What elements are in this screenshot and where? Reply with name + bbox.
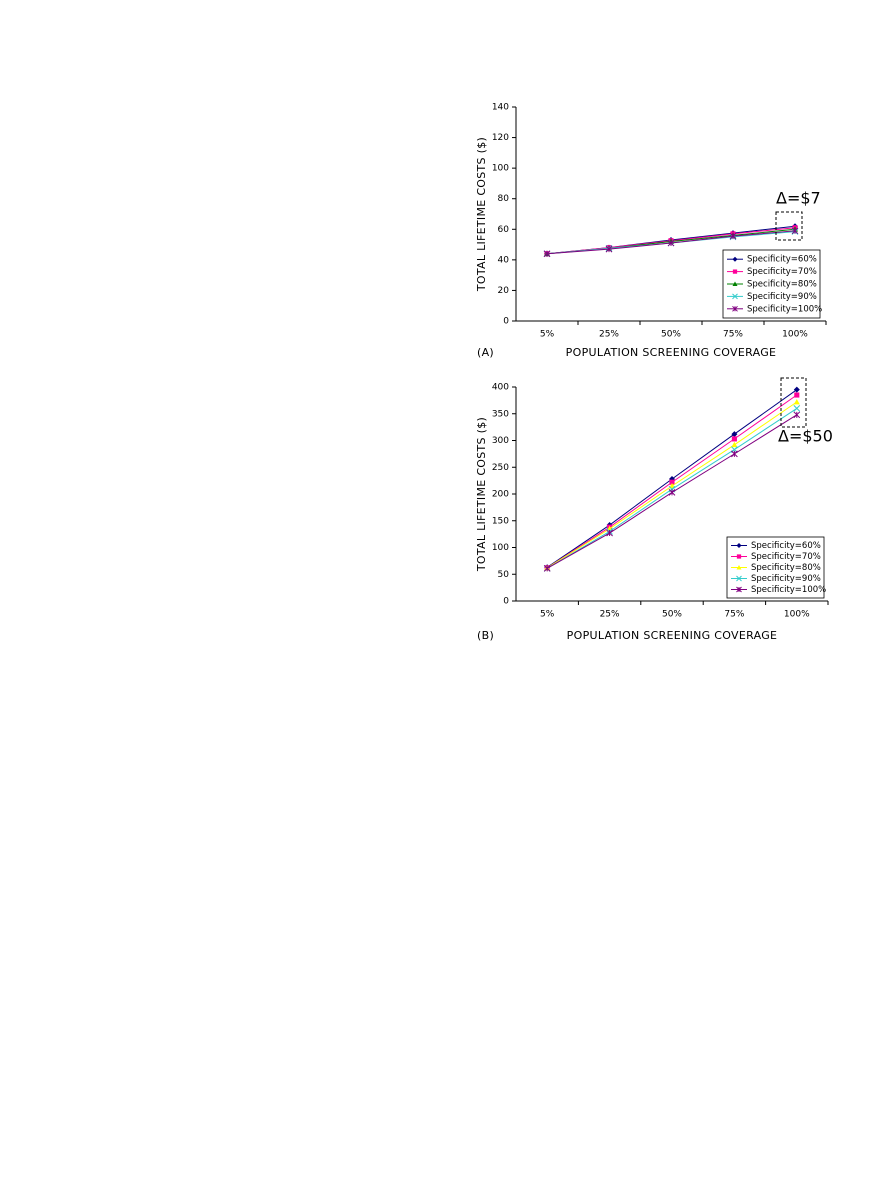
marker [736,554,742,559]
marker [731,450,738,458]
legend-label: Specificity=90% [751,574,821,584]
legend-label: Specificity=100% [747,304,822,314]
marker [731,431,738,438]
x-axis-label: POPULATION SCREENING COVERAGE [567,629,778,642]
marker [606,529,613,537]
annotation: Δ=$50 [778,427,833,446]
marker [731,436,737,442]
y-tick-label: 60 [498,225,510,235]
legend-label: Specificity=100% [751,585,826,595]
y-tick-label: 80 [498,194,510,204]
marker [736,543,742,548]
x-tick-label: 5% [540,330,555,340]
marker [731,441,738,448]
x-tick-label: 50% [661,330,681,340]
marker [793,398,800,405]
y-tick-label: 0 [503,597,509,607]
marker [794,392,800,398]
marker [543,250,551,258]
x-tick-label: 25% [599,330,619,340]
x-tick-label: 5% [540,610,555,620]
x-axis-label: POPULATION SCREENING COVERAGE [566,346,777,359]
marker [543,565,551,572]
highlight-box [780,377,807,428]
marker [791,227,799,235]
marker [667,239,675,247]
marker [669,479,675,485]
x-tick-label: 100% [782,330,808,340]
marker [732,281,738,286]
highlight-box [775,211,803,241]
y-tick-label: 140 [492,103,509,113]
x-tick-label: 25% [600,610,620,620]
legend-label: Specificity=80% [751,563,821,573]
y-tick-label: 100 [492,164,509,174]
panel-label: (A) [477,346,494,359]
marker [793,405,801,412]
y-tick-label: 150 [492,516,509,526]
x-tick-label: 75% [723,330,743,340]
legend-label: Specificity=80% [747,280,817,290]
y-tick-label: 40 [498,255,510,265]
y-tick-label: 300 [492,436,509,446]
marker [732,293,738,300]
y-tick-label: 400 [492,383,509,393]
y-tick-label: 50 [498,570,510,580]
y-axis-label: TOTAL LIFETIME COSTS ($) [475,137,488,292]
y-tick-label: 250 [492,463,509,473]
y-tick-label: 20 [498,286,510,296]
marker [736,586,742,593]
x-tick-label: 75% [724,610,744,620]
legend-label: Specificity=60% [747,255,817,265]
marker [732,256,738,262]
legend-label: Specificity=90% [747,292,817,302]
x-tick-label: 100% [784,610,810,620]
marker [605,245,613,253]
marker [668,489,676,496]
x-tick-label: 50% [662,610,682,620]
marker [729,232,737,240]
marker [732,269,738,274]
panel-label: (B) [477,629,494,642]
marker [736,575,742,582]
y-tick-label: 200 [492,490,509,500]
legend-label: Specificity=70% [751,552,821,562]
legend-label: Specificity=70% [747,267,817,277]
marker [793,386,800,393]
y-tick-label: 350 [492,409,509,419]
marker [793,411,801,419]
marker [732,305,738,312]
legend-label: Specificity=60% [751,541,821,551]
y-tick-label: 120 [492,133,509,143]
y-axis-label: TOTAL LIFETIME COSTS ($) [475,417,488,572]
marker [736,565,742,570]
y-tick-label: 0 [503,317,509,327]
y-tick-label: 100 [492,543,509,553]
annotation: Δ=$7 [776,189,821,208]
